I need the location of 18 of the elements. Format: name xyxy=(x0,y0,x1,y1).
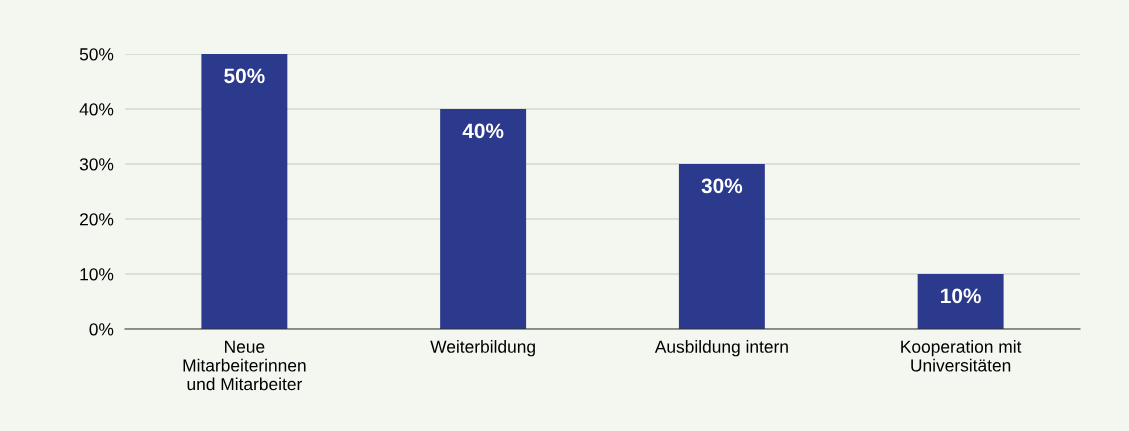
x-tick-label: Ausbildung intern xyxy=(654,340,788,357)
y-tick-label: 40% xyxy=(79,103,114,116)
bar xyxy=(201,54,288,329)
bar xyxy=(440,109,527,329)
data-label: 50% xyxy=(224,68,265,84)
y-tick-label: 30% xyxy=(79,158,114,171)
x-tick-label: Neue Mitarbeiterinnen und Mitarbeiter xyxy=(183,340,306,391)
data-label: 30% xyxy=(701,178,743,194)
y-tick-label: 50% xyxy=(79,48,114,61)
y-tick-label: 10% xyxy=(80,268,114,281)
y-tick-label: 0% xyxy=(89,323,114,336)
data-label: 40% xyxy=(462,123,504,139)
bar xyxy=(917,274,1004,329)
y-tick-label: 20% xyxy=(80,213,114,226)
data-label: 10% xyxy=(941,288,981,304)
x-tick-label: Weiterbildung xyxy=(430,340,535,357)
bar xyxy=(678,164,765,329)
x-tick-label: Kooperation mit Universitäten xyxy=(901,340,1022,372)
